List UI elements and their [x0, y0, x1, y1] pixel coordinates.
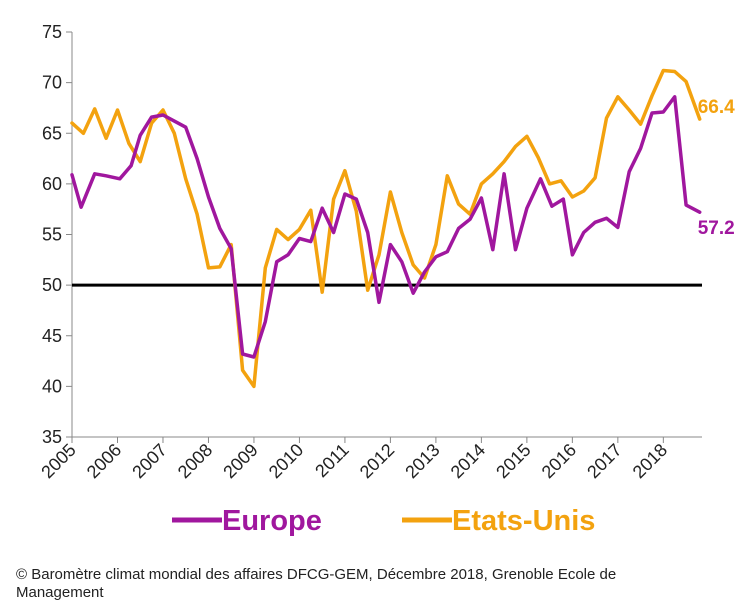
footer-line-2: Management: [16, 584, 104, 601]
legend-label: Etats-Unis: [452, 505, 595, 537]
line-chart: 35 40 45 50 55 60 65 70 75 2005 2006 2007 2008 2009 2…: [37, 22, 735, 537]
x-tick-label: 2007: [128, 440, 170, 482]
x-tick-label: 2014: [447, 440, 489, 482]
series-line-etats-unis: [70, 68, 702, 389]
y-tick-label: 40: [42, 376, 62, 396]
x-tick-label: 2013: [401, 440, 443, 482]
series-line-europe: [70, 95, 702, 359]
x-tick-label: 2012: [356, 440, 398, 482]
y-tick-label: 60: [42, 174, 62, 194]
source-footer: © Baromètre climat mondial des affaires …: [16, 566, 746, 602]
y-tick-label: 50: [42, 275, 62, 295]
legend-label: Europe: [222, 505, 322, 537]
x-tick-label: 2016: [538, 440, 580, 482]
x-axis: 2005 2006 2007 2008 2009 2010 2011 2012 2013 2014…: [37, 436, 702, 482]
y-tick-label: 55: [42, 225, 62, 245]
footer-line-1: © Baromètre climat mondial des affaires …: [16, 566, 617, 583]
x-tick-label: 2018: [629, 440, 671, 482]
x-tick-label: 2017: [583, 440, 625, 482]
x-tick-label: 2011: [311, 440, 353, 482]
y-tick-label: 65: [42, 123, 62, 143]
y-tick-label: 45: [42, 326, 62, 346]
y-tick-label: 35: [42, 427, 62, 447]
y-tick-label: 70: [42, 73, 62, 93]
end-labels: 57.2 66.4: [698, 97, 735, 239]
end-label: 57.2: [698, 218, 735, 239]
end-label: 66.4: [698, 97, 735, 118]
y-tick-label: 75: [42, 22, 62, 42]
x-tick-label: 2015: [492, 440, 534, 482]
x-tick-label: 2010: [265, 440, 307, 482]
x-tick-label: 2009: [219, 440, 261, 482]
series-layer: [70, 68, 702, 389]
legend: Europe Etats-Unis: [172, 505, 595, 537]
x-tick-label: 2006: [83, 440, 125, 482]
x-tick-label: 2008: [174, 440, 216, 482]
y-axis: 35 40 45 50 55 60 65 70 75: [42, 22, 73, 447]
